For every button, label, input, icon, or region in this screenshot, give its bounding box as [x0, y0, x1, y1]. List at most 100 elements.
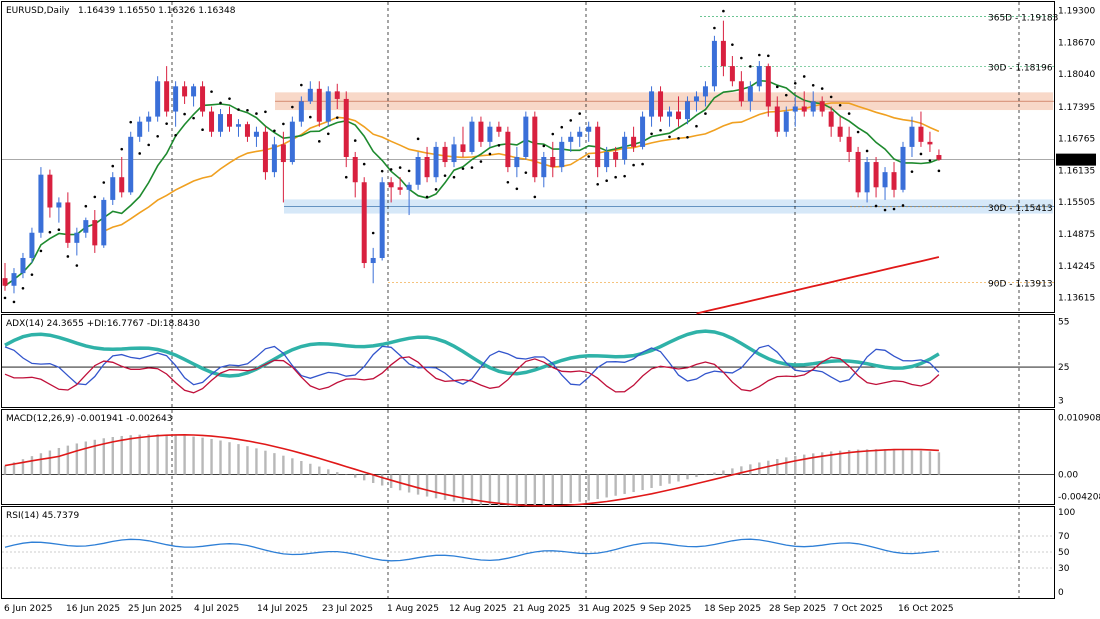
- sar-dot: [425, 195, 429, 199]
- plus-di-line: [4, 344, 940, 386]
- candle-body: [541, 157, 547, 178]
- sar-dot: [829, 95, 833, 99]
- candle-body: [810, 101, 816, 112]
- sar-dot: [39, 249, 43, 253]
- candle-body: [478, 121, 484, 142]
- sar-dot: [344, 175, 348, 179]
- candle-body: [649, 91, 655, 117]
- candle-body: [801, 106, 807, 112]
- candle-body: [253, 131, 259, 137]
- macd-histogram-bar: [659, 474, 662, 486]
- macd-histogram-bar: [686, 474, 689, 480]
- sar-dot: [569, 119, 573, 122]
- macd-histogram-bar: [488, 474, 492, 506]
- sar-dot: [883, 208, 887, 212]
- sar-dot: [614, 175, 617, 179]
- macd-header: MACD(12,26,9) -0.001941 -0.002643: [6, 414, 172, 424]
- price-tick-label: 1.15505: [1058, 198, 1095, 208]
- macd-histogram-bar: [264, 450, 267, 475]
- candle-body: [29, 232, 35, 258]
- macd-histogram-bar: [165, 434, 168, 475]
- macd-histogram-bar: [892, 449, 896, 475]
- sar-dot: [318, 140, 321, 143]
- candle-body: [684, 101, 690, 120]
- candle-body: [837, 126, 843, 137]
- macd-histogram-bar: [533, 474, 537, 506]
- candle-body: [38, 174, 44, 233]
- macd-histogram-bar: [336, 472, 339, 475]
- candle-body: [83, 220, 89, 233]
- macd-histogram-bar: [749, 464, 752, 475]
- candle-body: [900, 146, 906, 190]
- sar-dot: [578, 112, 582, 115]
- candle-body: [343, 98, 349, 157]
- level-label: 365D - 1.19183: [988, 13, 1058, 23]
- macd-histogram-bar: [776, 458, 779, 475]
- macd-histogram-bar: [883, 449, 887, 475]
- candle-body: [182, 86, 188, 97]
- adx-header: ADX(14) 24.3655 +DI:16.7767 -DI:18.8430: [6, 319, 200, 329]
- sar-dot: [695, 124, 698, 128]
- sar-dot: [452, 175, 456, 179]
- sar-dot: [300, 83, 303, 87]
- sar-dot: [515, 187, 519, 191]
- date-tick-label: 7 Oct 2025: [833, 604, 883, 614]
- candle-body: [191, 86, 197, 97]
- price-tick-label: 1.16765: [1058, 135, 1095, 145]
- sar-dot: [479, 160, 483, 163]
- rsi-pane-frame: [1, 506, 1055, 599]
- sar-dot: [201, 128, 204, 132]
- macd-histogram-bar: [174, 434, 177, 475]
- sar-dot: [488, 152, 492, 156]
- price-tick-label: 1.13615: [1058, 294, 1095, 304]
- macd-histogram-bar: [767, 460, 770, 475]
- sar-dot: [749, 65, 752, 68]
- sar-dot: [659, 128, 662, 132]
- macd-histogram-bar: [928, 451, 932, 475]
- macd-histogram-bar: [695, 474, 698, 478]
- macd-histogram-bar: [605, 474, 608, 498]
- date-tick-label: 4 Jul 2025: [194, 604, 239, 614]
- price-tick-label: 1.19300: [1058, 7, 1095, 17]
- macd-histogram-bar: [66, 445, 70, 475]
- macd-histogram-bar: [506, 474, 510, 507]
- date-tick-label: 23 Jul 2025: [322, 604, 373, 614]
- sar-dot: [605, 179, 608, 183]
- candle-body: [918, 126, 924, 142]
- macd-histogram-bar: [803, 454, 806, 475]
- candle-body: [693, 96, 699, 102]
- macd-histogram-bar: [147, 434, 150, 475]
- macd-histogram-bar: [641, 474, 644, 491]
- candle-body: [334, 91, 340, 99]
- price-tick-label: 1.18670: [1058, 38, 1095, 48]
- sar-dot: [919, 152, 923, 156]
- candle-body: [47, 174, 53, 208]
- candle-body: [667, 111, 673, 117]
- sar-dot: [587, 155, 590, 158]
- last-price-label: 1.16348: [1058, 156, 1095, 166]
- date-tick-label: 9 Sep 2025: [640, 604, 691, 614]
- sar-dot: [326, 132, 330, 136]
- sar-dot: [371, 231, 375, 235]
- macd-histogram-bar: [829, 451, 833, 475]
- sar-dot: [362, 162, 366, 166]
- level-label: 30D - 1.15413: [988, 204, 1053, 214]
- candle-body: [325, 91, 331, 122]
- macd-histogram-bar: [345, 474, 348, 475]
- macd-histogram-bar: [12, 462, 16, 475]
- macd-histogram-bar: [785, 457, 788, 475]
- sar-dot: [641, 162, 644, 166]
- macd-histogram-bar: [75, 443, 79, 475]
- candle-body: [496, 126, 502, 132]
- candle-body: [200, 86, 206, 112]
- candle-body: [936, 155, 942, 160]
- sar-dot: [210, 90, 213, 93]
- sar-dot: [21, 286, 25, 290]
- sar-dot: [937, 169, 941, 173]
- adx-tick-label: 25: [1058, 363, 1069, 373]
- macd-histogram-bar: [740, 466, 743, 475]
- macd-histogram-bar: [551, 474, 554, 505]
- adx-line: [4, 329, 940, 378]
- level-label: 30D - 1.18196: [988, 63, 1053, 73]
- price-pane-frame: [1, 1, 1055, 313]
